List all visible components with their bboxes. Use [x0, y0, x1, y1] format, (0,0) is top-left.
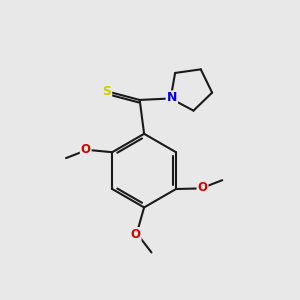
Text: N: N	[167, 92, 177, 104]
Text: O: O	[130, 228, 141, 241]
Text: O: O	[197, 181, 208, 194]
Text: S: S	[102, 85, 111, 98]
Text: O: O	[81, 143, 91, 156]
